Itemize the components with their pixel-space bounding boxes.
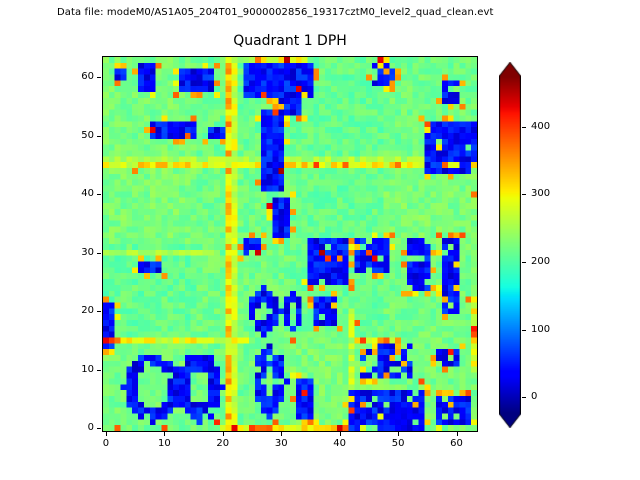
y-tick-mark [97, 311, 101, 313]
chart-title: Quadrant 1 DPH [233, 33, 347, 49]
x-tick-mark [456, 432, 458, 436]
x-tick-mark [398, 432, 400, 436]
x-tick-mark [339, 432, 341, 436]
x-tick-label: 30 [274, 438, 288, 449]
y-tick-label: 50 [81, 129, 94, 141]
colorbar-tick-label: 100 [531, 323, 551, 335]
x-tick-mark [105, 432, 107, 436]
y-tick-mark [97, 135, 101, 137]
colorbar-tick-mark [522, 329, 526, 331]
x-tick-label: 40 [333, 438, 347, 449]
y-tick-label: 40 [81, 188, 94, 200]
colorbar-tick-label: 400 [531, 120, 551, 132]
y-tick-mark [97, 194, 101, 196]
y-tick-label: 10 [81, 363, 94, 375]
datafile-text: Data file: modeM0/AS1A05_204T01_90000028… [57, 7, 494, 18]
x-tick-label: 20 [216, 438, 230, 449]
y-tick-mark [97, 252, 101, 254]
y-tick-label: 20 [81, 305, 94, 317]
y-tick-label: 60 [81, 71, 94, 83]
x-tick-label: 10 [157, 438, 171, 449]
heatmap-canvas [103, 57, 477, 431]
x-tick-label: 60 [450, 438, 463, 449]
y-tick-mark [97, 428, 101, 430]
colorbar-tick-mark [522, 194, 526, 196]
x-tick-label: 0 [102, 438, 110, 449]
y-tick-label: 30 [81, 246, 94, 258]
x-tick-mark [281, 432, 283, 436]
x-tick-mark [164, 432, 166, 436]
colorbar-tick-mark [522, 126, 526, 128]
x-tick-label: 50 [391, 438, 405, 449]
colorbar-tick-mark [522, 397, 526, 399]
y-tick-label: 0 [87, 422, 94, 434]
y-tick-mark [97, 77, 101, 79]
x-tick-mark [222, 432, 224, 436]
colorbar-tick-label: 300 [531, 188, 551, 200]
y-tick-mark [97, 369, 101, 371]
colorbar [499, 62, 521, 428]
colorbar-tick-label: 200 [531, 255, 551, 267]
colorbar-tick-mark [522, 261, 526, 263]
colorbar-tick-label: 0 [531, 391, 538, 403]
